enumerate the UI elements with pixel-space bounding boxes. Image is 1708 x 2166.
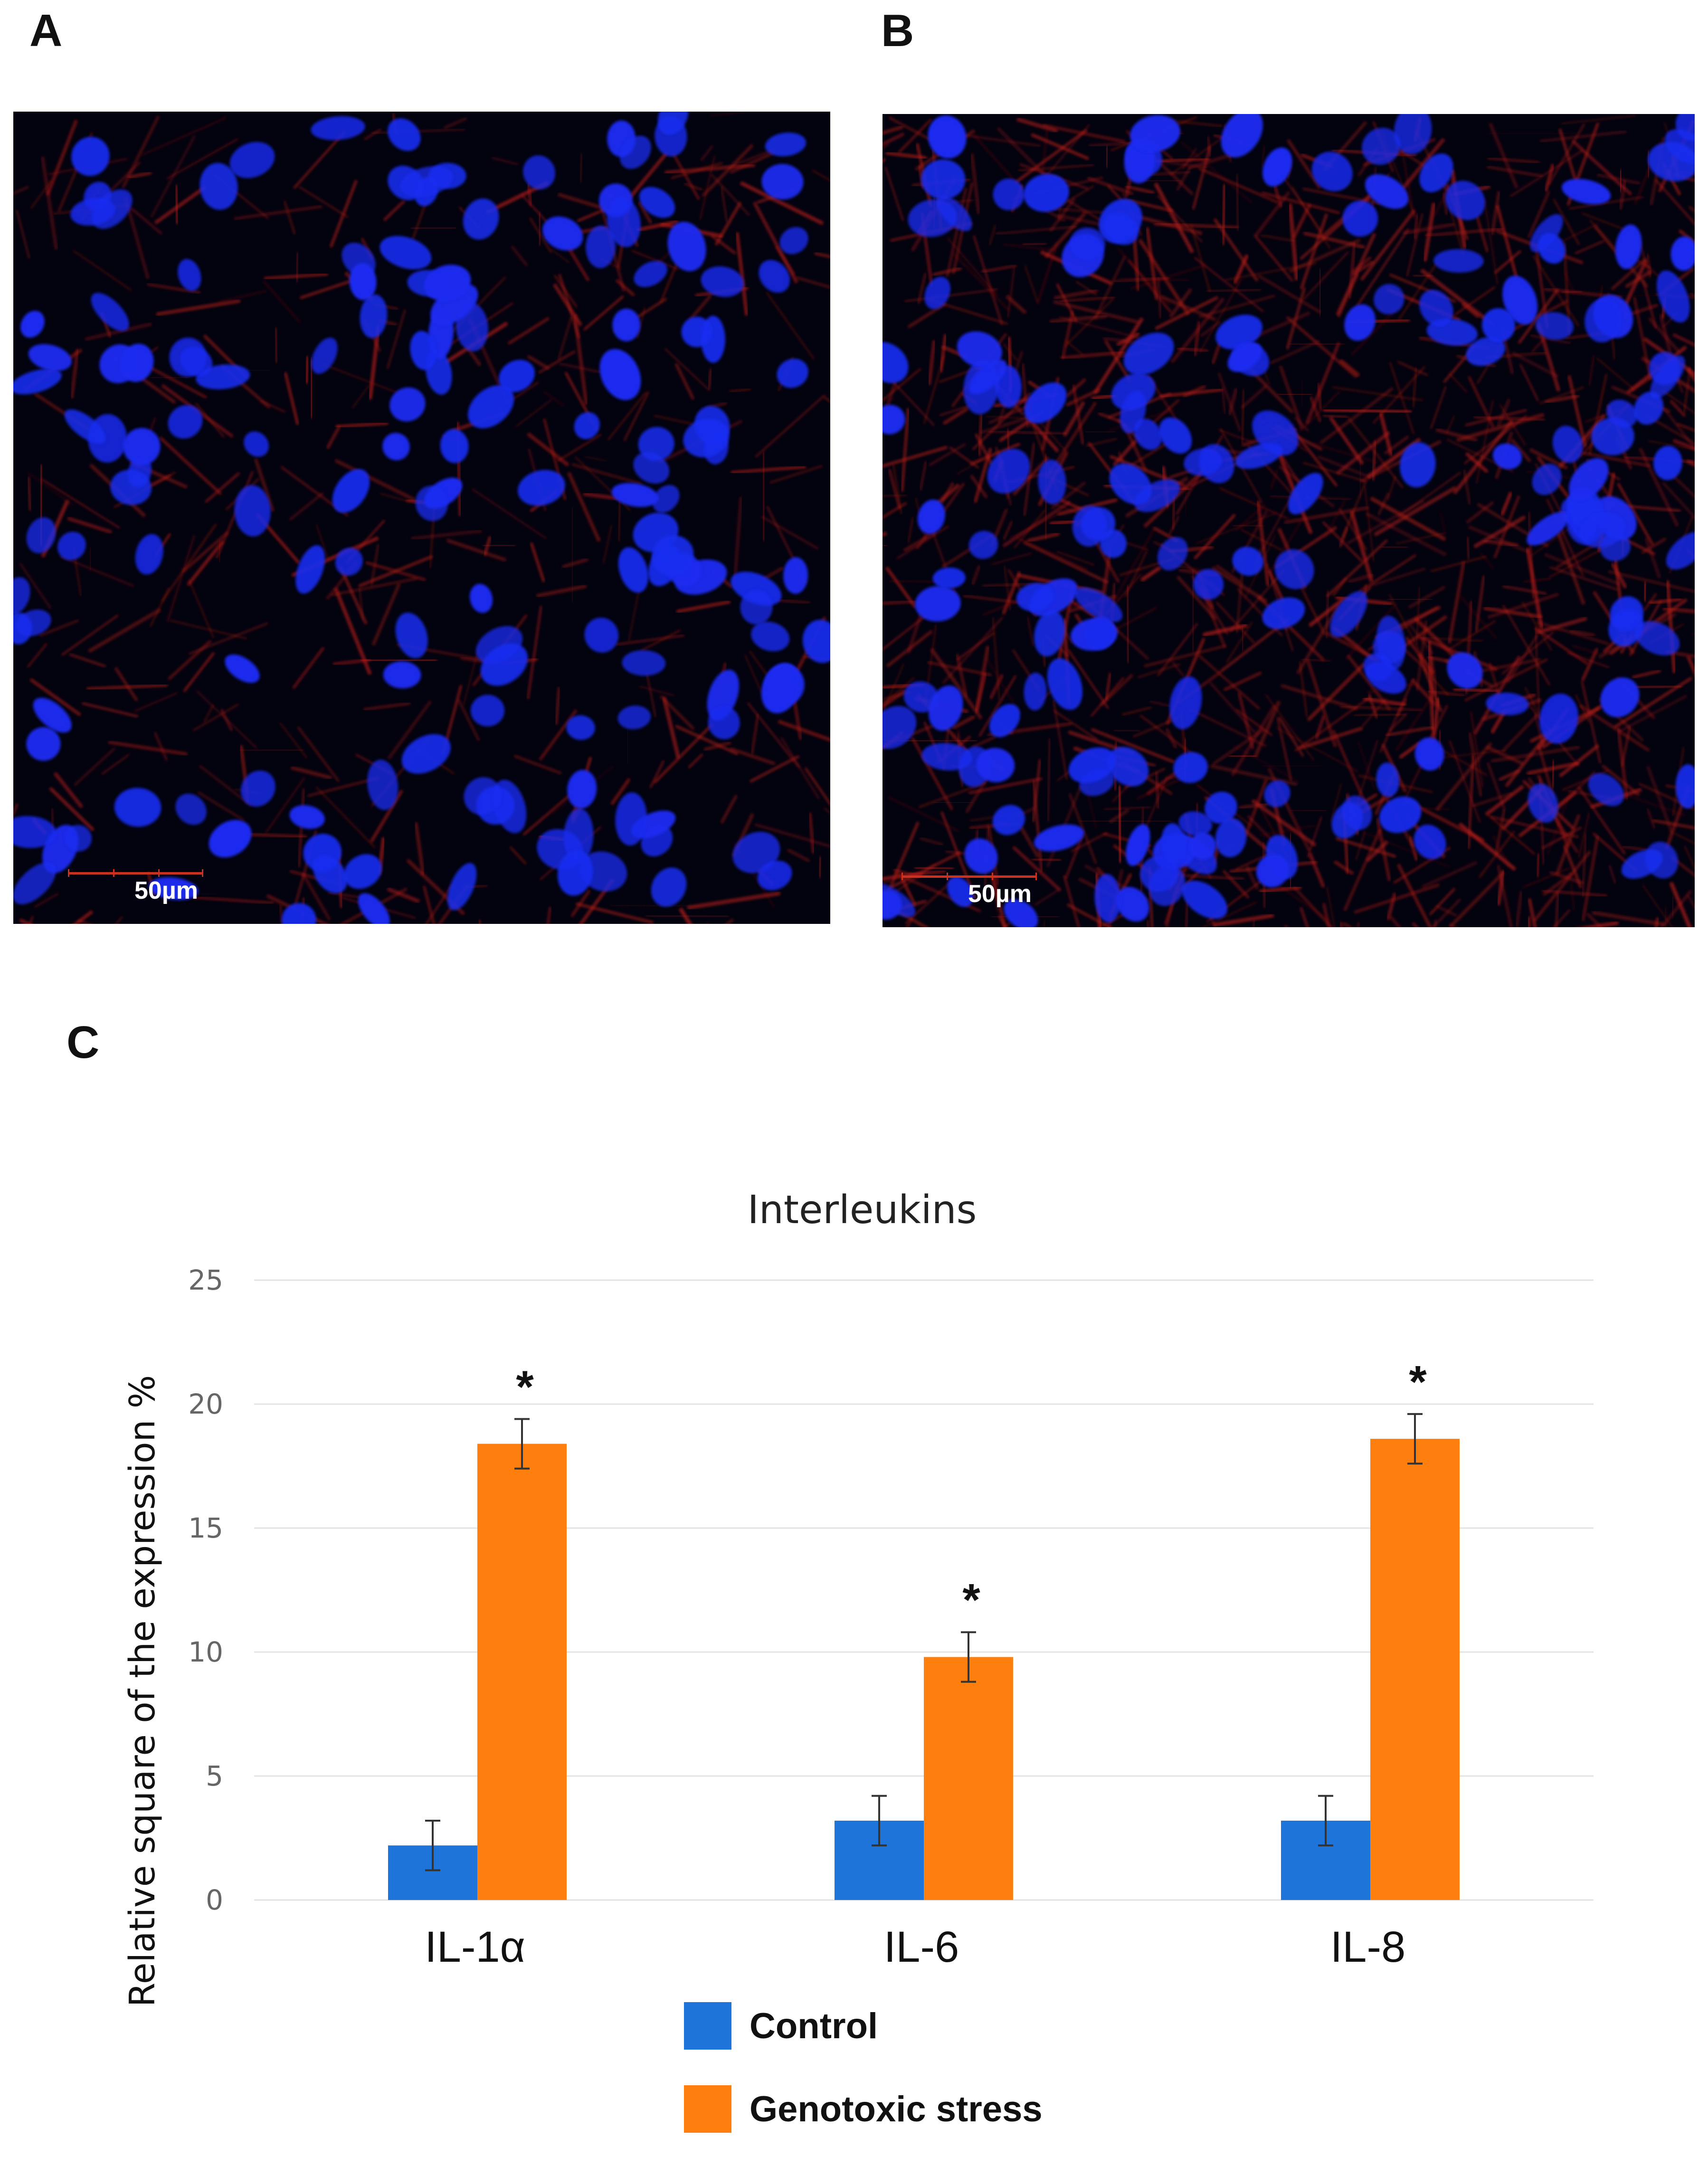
legend-label-control: Control bbox=[750, 2005, 878, 2047]
y-tick-label-25: 25 bbox=[188, 1264, 223, 1296]
legend-label-genotoxic: Genotoxic stress bbox=[750, 2089, 1043, 2130]
scale-bar-a-label: 50µm bbox=[134, 876, 210, 905]
bar-genotoxic-1 bbox=[477, 1444, 567, 1900]
x-tick-label-1: IL-1α bbox=[425, 1923, 525, 1971]
legend-item-control: Control bbox=[684, 2000, 1043, 2052]
scale-bar-b-label: 50µm bbox=[968, 880, 1044, 908]
y-tick-label-5: 5 bbox=[206, 1760, 223, 1792]
legend-item-genotoxic: Genotoxic stress bbox=[684, 2083, 1043, 2135]
interleukin-bar-chart: Interleukins Relative square of the expr… bbox=[0, 1140, 1708, 2145]
chart-title: Interleukins bbox=[748, 1188, 977, 1233]
panel-c-label: C bbox=[66, 1016, 99, 1069]
micrograph-genotoxic: 50µm bbox=[882, 114, 1695, 927]
significance-marker-3: * bbox=[1409, 1357, 1427, 1407]
y-tick-label-20: 20 bbox=[188, 1388, 223, 1420]
micrograph-a-image bbox=[13, 112, 830, 924]
micrograph-b-image bbox=[882, 114, 1695, 927]
y-tick-label-10: 10 bbox=[188, 1636, 223, 1668]
bar-genotoxic-2 bbox=[924, 1657, 1013, 1900]
significance-marker-2: * bbox=[962, 1575, 980, 1625]
legend-swatch-genotoxic bbox=[684, 2085, 731, 2133]
legend: Control Genotoxic stress bbox=[684, 2000, 1043, 2166]
panel-b-label: B bbox=[881, 5, 914, 57]
micrograph-control: 50µm bbox=[13, 112, 830, 924]
panel-a-label: A bbox=[29, 5, 62, 57]
y-tick-label-15: 15 bbox=[188, 1512, 223, 1544]
scale-bar-b: 50µm bbox=[901, 875, 1044, 908]
y-tick-label-0: 0 bbox=[206, 1884, 223, 1916]
y-axis-label: Relative square of the expression % bbox=[122, 1375, 163, 2007]
x-tick-label-3: IL-8 bbox=[1330, 1923, 1406, 1971]
legend-swatch-control bbox=[684, 2002, 731, 2050]
bar-genotoxic-3 bbox=[1370, 1439, 1460, 1900]
x-tick-label-2: IL-6 bbox=[884, 1923, 959, 1971]
significance-marker-1: * bbox=[516, 1361, 534, 1412]
scale-bar-a: 50µm bbox=[68, 872, 210, 905]
